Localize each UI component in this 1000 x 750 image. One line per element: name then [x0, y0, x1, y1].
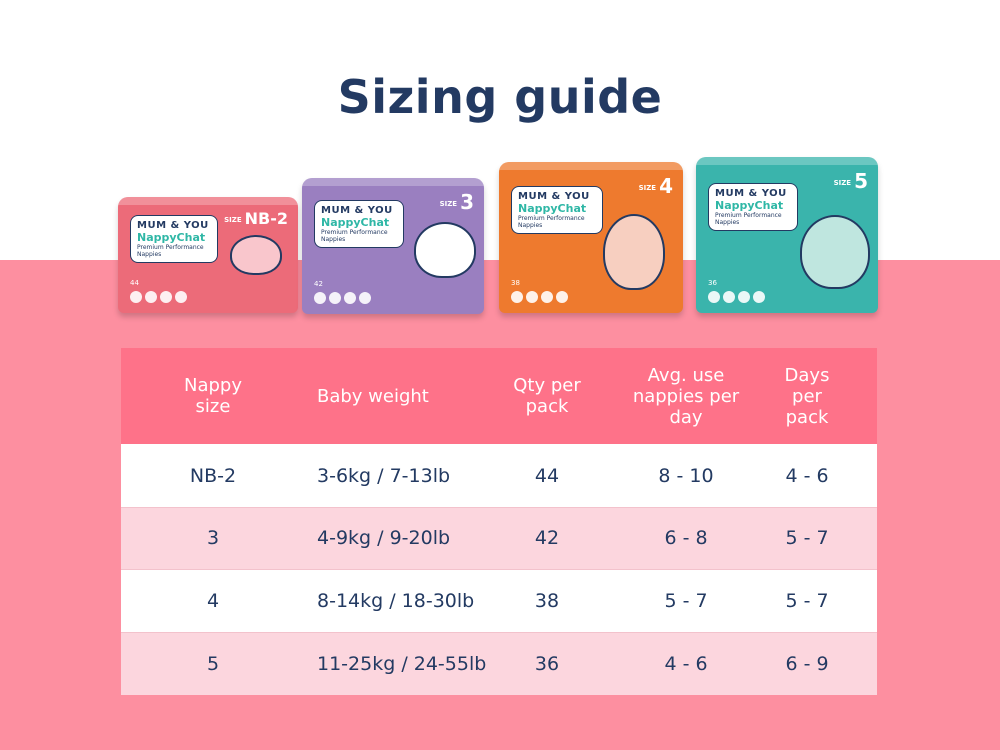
cell-weight: 3-6kg / 7-13lb: [317, 464, 451, 487]
pack-product: NappyChat: [715, 199, 784, 212]
cell-days: 6 - 9: [785, 652, 829, 675]
cell-avg-use: 5 - 7: [664, 589, 708, 612]
sizing-table: Nappy size Baby weight Qty per pack Avg.…: [121, 348, 877, 695]
pack-product: NappyChat: [321, 216, 390, 229]
pack-label: MUM & YOU NappyChat Premium Performance …: [130, 215, 218, 263]
pack-count: 36: [708, 279, 717, 287]
pack-tagline: Premium Performance Nappies: [518, 215, 585, 229]
cell-qty: 44: [534, 464, 560, 487]
pack-count: 42: [314, 280, 323, 288]
pack-label: MUM & YOU NappyChat Premium Performance …: [314, 200, 404, 248]
title-bold: guide: [514, 70, 663, 124]
cell-avg-use: 6 - 8: [664, 527, 708, 549]
pack-tagline: Premium Performance Nappies: [321, 229, 388, 243]
pack-size-3: MUM & YOU NappyChat Premium Performance …: [302, 178, 484, 314]
table-row: NB-2 3-6kg / 7-13lb 44 8 - 10 4 - 6: [121, 444, 877, 507]
pack-size-nb2: MUM & YOU NappyChat Premium Performance …: [118, 197, 298, 313]
pack-size-badge: SIZE 5: [833, 169, 868, 193]
header-baby-weight: Baby weight: [317, 385, 429, 407]
pack-brand: MUM & YOU: [518, 191, 590, 202]
table-row: 4 8-14kg / 18-30lb 38 5 - 7 5 - 7: [121, 569, 877, 632]
pack-label: MUM & YOU NappyChat Premium Performance …: [511, 186, 603, 234]
header-avg-use: Avg. use nappies per day: [632, 364, 740, 428]
pack-product: NappyChat: [137, 231, 206, 244]
cell-size: 3: [206, 527, 220, 549]
header-nappy-size: Nappy size: [184, 375, 242, 417]
pack-count: 38: [511, 279, 520, 287]
pack-size-badge: SIZE NB-2: [224, 209, 288, 228]
pack-feature-icons: [130, 291, 187, 303]
table-row: 5 11-25kg / 24-55lb 36 4 - 6 6 - 9: [121, 632, 877, 695]
cell-avg-use: 8 - 10: [658, 464, 714, 487]
table-row: 3 4-9kg / 9-20lb 42 6 - 8 5 - 7: [121, 507, 877, 569]
cow-icon: [414, 222, 476, 278]
dinosaur-icon: [603, 214, 665, 290]
cell-days: 5 - 7: [785, 589, 829, 612]
pack-tagline: Premium Performance Nappies: [715, 212, 782, 226]
cell-days: 4 - 6: [785, 464, 829, 487]
pack-size-4: MUM & YOU NappyChat Premium Performance …: [499, 162, 683, 313]
title-regular: Sizing: [337, 70, 498, 124]
pack-size-badge: SIZE 4: [638, 174, 673, 198]
header-qty-per-pack: Qty per pack: [513, 375, 581, 417]
pack-feature-icons: [314, 292, 371, 304]
cell-qty: 42: [534, 527, 560, 549]
cell-days: 5 - 7: [785, 527, 829, 549]
cell-size: 5: [206, 652, 220, 675]
cell-avg-use: 4 - 6: [664, 652, 708, 675]
table-header: Nappy size Baby weight Qty per pack Avg.…: [121, 348, 877, 444]
cell-qty: 36: [534, 652, 560, 675]
sheep-icon: [230, 235, 282, 275]
pack-size-5: MUM & YOU NappyChat Premium Performance …: [696, 157, 878, 313]
cell-weight: 4-9kg / 9-20lb: [317, 527, 451, 549]
page-title: Sizing guide: [0, 70, 1000, 124]
cell-weight: 8-14kg / 18-30lb: [317, 589, 475, 612]
pack-feature-icons: [708, 291, 765, 303]
pack-tagline: Premium Performance Nappies: [137, 244, 204, 258]
pack-brand: MUM & YOU: [321, 205, 393, 216]
header-days-per-pack: Days per pack: [784, 364, 830, 428]
elephant-icon: [800, 215, 870, 289]
pack-brand: MUM & YOU: [715, 188, 787, 199]
pack-brand: MUM & YOU: [137, 220, 209, 231]
cell-qty: 38: [534, 589, 560, 612]
pack-product: NappyChat: [518, 202, 587, 215]
pack-label: MUM & YOU NappyChat Premium Performance …: [708, 183, 798, 231]
cell-weight: 11-25kg / 24-55lb: [317, 652, 487, 675]
pack-feature-icons: [511, 291, 568, 303]
pack-size-badge: SIZE 3: [439, 190, 474, 214]
cell-size: NB-2: [189, 464, 237, 487]
pack-count: 44: [130, 279, 139, 287]
cell-size: 4: [206, 589, 220, 612]
